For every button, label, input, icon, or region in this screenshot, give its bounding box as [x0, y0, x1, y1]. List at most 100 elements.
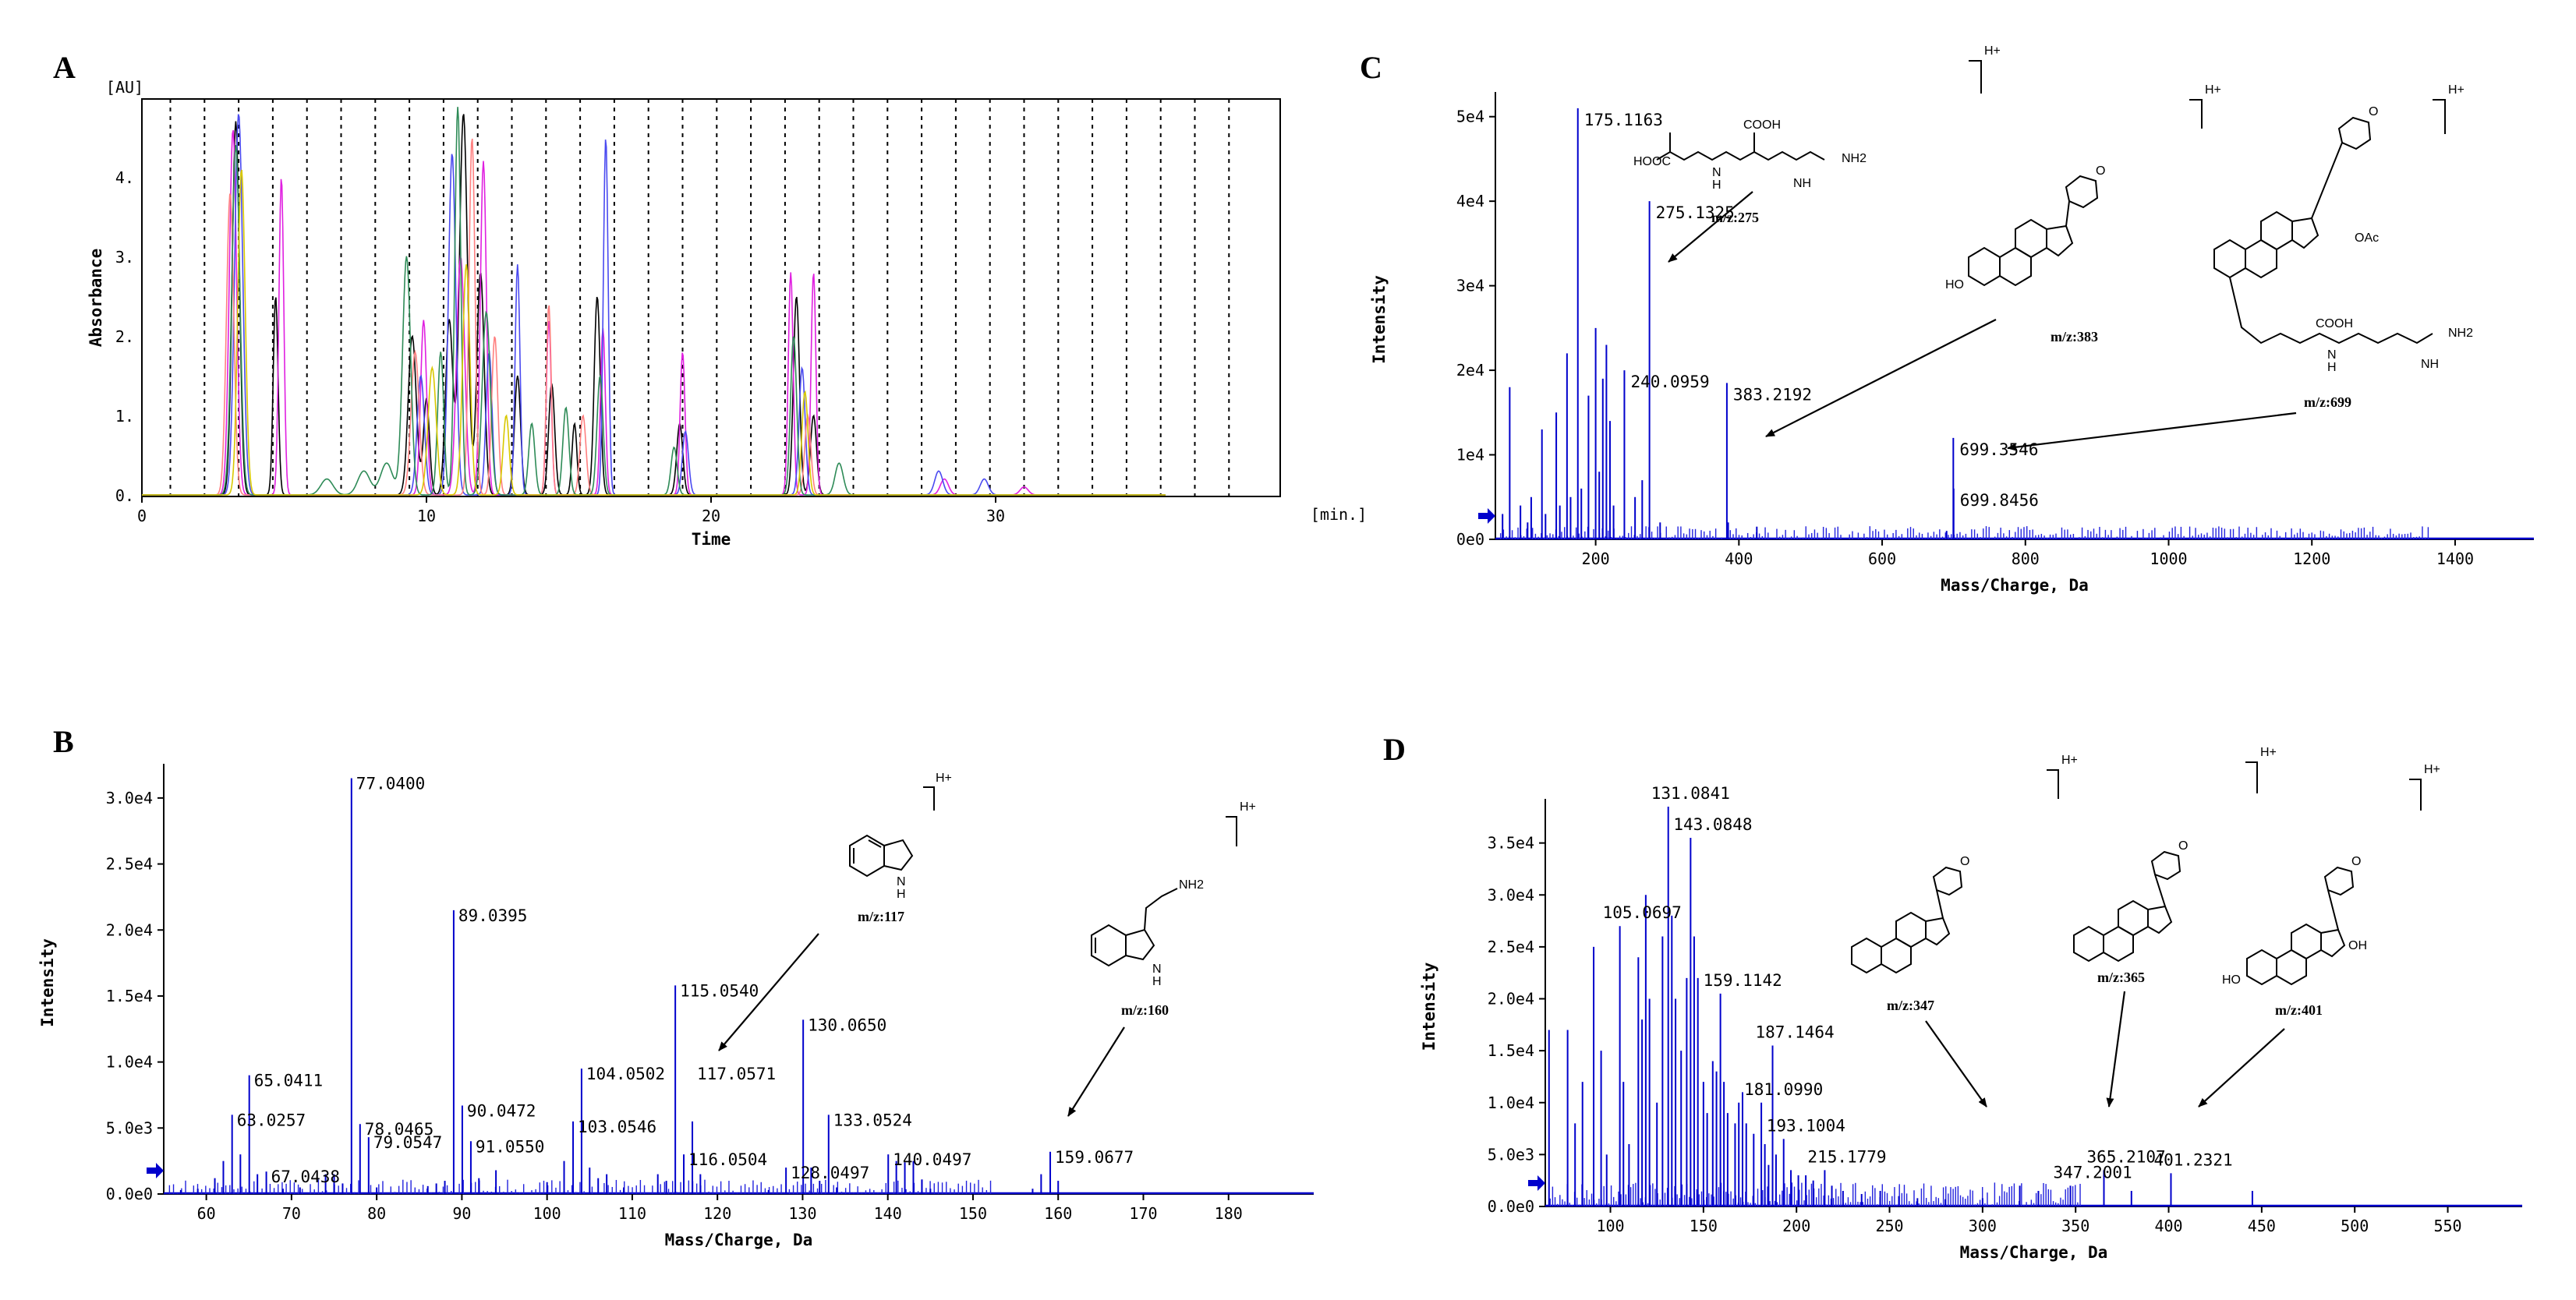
arrow-699: [2007, 412, 2297, 451]
peak-label: 240.0959: [1630, 373, 1709, 391]
xtick-label: 100: [533, 1204, 561, 1223]
d365-mz-label: m/z:365: [2097, 970, 2145, 985]
peak-label: 77.0400: [356, 774, 426, 793]
ytick-label: 2.5e4: [106, 855, 153, 874]
c383-mz-label: m/z:383: [2051, 329, 2098, 344]
xtick-label: 300: [1969, 1217, 1997, 1235]
d347-mz-label: m/z:347: [1887, 998, 1934, 1013]
arrow-365: [2106, 991, 2126, 1107]
peak-label: 401.2321: [2153, 1150, 2232, 1169]
arrow-347: [1925, 1020, 1987, 1107]
a-xtick-label: 30: [986, 507, 1005, 525]
spectrum-marker-arrow: [147, 1163, 164, 1178]
a-ytick-label: 3.: [115, 248, 134, 267]
panel-c-mass-spectrum: 200 400 600 800 1000 1200 1400 0e0 1e4 2e4 3e4 4e4 5…: [1370, 92, 2534, 595]
ytick-label: 1.0e4: [1488, 1093, 1534, 1112]
spectrum-marker-arrow: [1528, 1175, 1545, 1191]
panel-c-letter: C: [1360, 50, 1382, 85]
panel-d-letter: D: [1383, 732, 1406, 767]
xtick-label: 140: [874, 1204, 902, 1223]
a-xtick-label: 10: [417, 507, 436, 525]
c275-charge: H+: [1984, 44, 2001, 58]
peak-label: 131.0841: [1651, 784, 1730, 803]
ytick-label: 3.0e4: [106, 789, 153, 807]
c383-ho: HO: [1945, 278, 1964, 291]
xtick-label: 350: [2061, 1217, 2089, 1235]
tryptamine-n: N: [1152, 963, 1162, 976]
c275-cooh: COOH: [1743, 118, 1781, 132]
tryptamine-nh2: NH2: [1179, 878, 1204, 892]
xlabel: Mass/Charge, Da: [665, 1231, 813, 1249]
peak-label: 78.0465: [365, 1120, 434, 1139]
arrow-160: [1067, 1026, 1125, 1117]
indole-charge: H+: [936, 772, 952, 785]
ytick-label: 1.0e4: [106, 1053, 153, 1072]
structure-suberoylarginine: HOOC COOH N H NH2 NH H+ m/z:275: [1633, 44, 2001, 225]
ylabel: Intensity: [1420, 962, 1438, 1051]
d347-charge: H+: [2061, 754, 2078, 767]
arrow-117: [718, 933, 819, 1051]
spectrum-marker-arrow: [1478, 508, 1495, 524]
indole-nh-h: H: [897, 888, 906, 901]
xtick-label: 450: [2248, 1217, 2276, 1235]
xtick-label: 550: [2433, 1217, 2461, 1235]
xtick-label: 70: [282, 1204, 301, 1223]
peak-label: 63.0257: [237, 1111, 306, 1129]
ytick-label: 5e4: [1456, 108, 1484, 126]
c699-h: H: [2327, 361, 2337, 374]
xtick-label: 60: [197, 1204, 216, 1223]
a-xtick-label: 0: [137, 507, 147, 525]
ytick-label: 3.0e4: [1488, 885, 1534, 904]
peak-label: 275.1325: [1656, 203, 1735, 222]
a-xlabel: Time: [692, 530, 731, 549]
tryptamine-charge: H+: [1240, 800, 1256, 814]
peak-label: 91.0550: [476, 1137, 545, 1156]
a-plot-frame: [141, 98, 1281, 497]
indole-nh-n: N: [897, 875, 906, 888]
panel-a-letter: A: [53, 50, 76, 85]
peak-label: 159.0677: [1055, 1148, 1134, 1167]
peak-label: 79.0547: [373, 1133, 443, 1152]
a-ytick-label: 1.: [115, 407, 134, 426]
xtick-label: 500: [2341, 1217, 2369, 1235]
d401-mz-label: m/z:401: [2275, 1002, 2323, 1018]
c699-mz-label: m/z:699: [2304, 394, 2351, 410]
c275-h: H: [1712, 178, 1721, 192]
ytick-label: 2.5e4: [1488, 938, 1534, 956]
c275-nh2: NH2: [1842, 152, 1867, 165]
xtick-label: 150: [959, 1204, 987, 1223]
d401-ring-o: O: [2351, 855, 2361, 868]
xtick-label: 1400: [2436, 549, 2474, 568]
xtick-label: 1000: [2150, 549, 2187, 568]
panel-d-mass-spectrum: 100 150 200 250 300 350 400 450 500 550 0.0e0 5.0e3…: [1420, 784, 2522, 1262]
c699-n: N: [2327, 348, 2337, 362]
a-xunit: [min.]: [1311, 505, 1367, 524]
peak-label: 347.2001: [2054, 1163, 2132, 1182]
a-ytick-label: 0.: [115, 486, 134, 505]
xtick-label: 100: [1596, 1217, 1624, 1235]
ytick-label: 3.5e4: [1488, 834, 1534, 853]
peak-label: 133.0524: [833, 1111, 912, 1129]
c699-nh: NH: [2421, 358, 2439, 371]
c383-ring-o: O: [2096, 164, 2105, 178]
xtick-label: 170: [1129, 1204, 1157, 1223]
a-series-trace-black: [142, 114, 1166, 496]
xtick-label: 200: [1582, 549, 1610, 568]
structure-indole: N H H+ m/z:117: [849, 772, 952, 924]
a-series-trace-pink: [142, 138, 1166, 496]
structure-d-365: O H+ m/z:365: [2073, 746, 2277, 985]
structure-d-347: O H+ m/z:347: [1851, 754, 2078, 1013]
c699-charge: H+: [2448, 83, 2465, 97]
xtick-label: 150: [1690, 1217, 1718, 1235]
xtick-label: 120: [703, 1204, 731, 1223]
xtick-label: 400: [1725, 549, 1753, 568]
peak-label: 89.0395: [458, 906, 528, 925]
c383-charge: H+: [2205, 83, 2221, 97]
peak-label: 699.3546: [1959, 440, 2038, 459]
peak-label: 159.1142: [1704, 971, 1782, 990]
ytick-label: 2.0e4: [1488, 990, 1534, 1009]
peak-label: 117.0571: [697, 1065, 776, 1083]
panel-a-chromatogram: 0 10 20 30 0. 1. 2. 3. 4. [AU] [min.] Time Absorbanc…: [87, 78, 1367, 549]
peak-label: 383.2192: [1733, 385, 1812, 404]
